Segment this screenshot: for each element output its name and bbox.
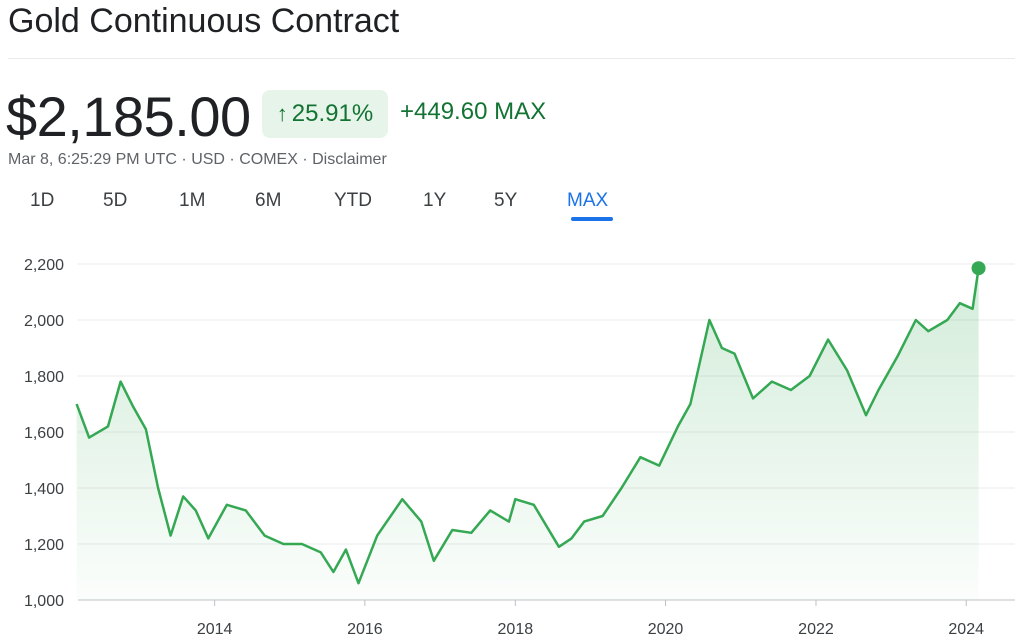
quote-currency: USD <box>191 151 225 168</box>
x-tick-label: 2022 <box>798 621 834 638</box>
x-tick-label: 2014 <box>197 621 233 638</box>
price-area-fill <box>76 268 979 600</box>
x-tick-label: 2020 <box>648 621 684 638</box>
price-chart[interactable]: 1,000 1,200 1,400 1,600 1,800 2,000 2,200 2014… <box>0 240 1015 640</box>
quote-exchange: COMEX <box>239 151 298 168</box>
y-tick-label: 2,000 <box>24 313 64 330</box>
y-axis: 1,000 1,200 1,400 1,600 1,800 2,000 2,200 <box>24 257 64 610</box>
y-tick-label: 1,400 <box>24 481 64 498</box>
range-tab-1d[interactable]: 1D <box>30 190 55 211</box>
range-tab-5y[interactable]: 5Y <box>494 190 518 211</box>
range-tab-ytd[interactable]: YTD <box>334 190 372 211</box>
y-tick-label: 2,200 <box>24 257 64 274</box>
meta-separator: · <box>229 151 235 168</box>
current-price-dot <box>971 261 986 276</box>
quote-meta: Mar 8, 6:25:29 PM UTC · USD · COMEX · Di… <box>8 151 387 169</box>
meta-separator: · <box>181 151 187 168</box>
range-tab-5d[interactable]: 5D <box>103 190 128 211</box>
change-absolute: +449.60 MAX <box>400 98 547 125</box>
range-tab-6m[interactable]: 6M <box>255 190 282 211</box>
header-divider <box>8 58 1015 59</box>
x-tick-label: 2016 <box>347 621 383 638</box>
disclaimer-link[interactable]: Disclaimer <box>312 151 387 168</box>
y-tick-label: 1,800 <box>24 369 64 386</box>
y-tick-label: 1,200 <box>24 537 64 554</box>
price-line <box>75 268 980 585</box>
x-tick-label: 2018 <box>498 621 534 638</box>
active-range-indicator <box>571 217 613 221</box>
arrow-up-icon: ↑ <box>276 101 288 126</box>
range-tab-max[interactable]: MAX <box>567 190 609 211</box>
y-tick-label: 1,600 <box>24 425 64 442</box>
x-tick-label: 2024 <box>948 621 984 638</box>
range-tab-1m[interactable]: 1M <box>179 190 206 211</box>
range-tab-1y[interactable]: 1Y <box>423 190 447 211</box>
meta-separator: · <box>302 151 308 168</box>
change-percent-value: 25.91% <box>291 100 374 127</box>
change-percent-badge: ↑ 25.91% <box>262 90 388 138</box>
quote-timestamp: Mar 8, 6:25:29 PM UTC <box>8 151 177 168</box>
page-title: Gold Continuous Contract <box>8 2 400 40</box>
current-price: $2,185.00 <box>6 85 251 148</box>
y-tick-label: 1,000 <box>24 593 64 610</box>
x-axis: 2014 2016 2018 2020 2022 2024 <box>197 600 984 638</box>
